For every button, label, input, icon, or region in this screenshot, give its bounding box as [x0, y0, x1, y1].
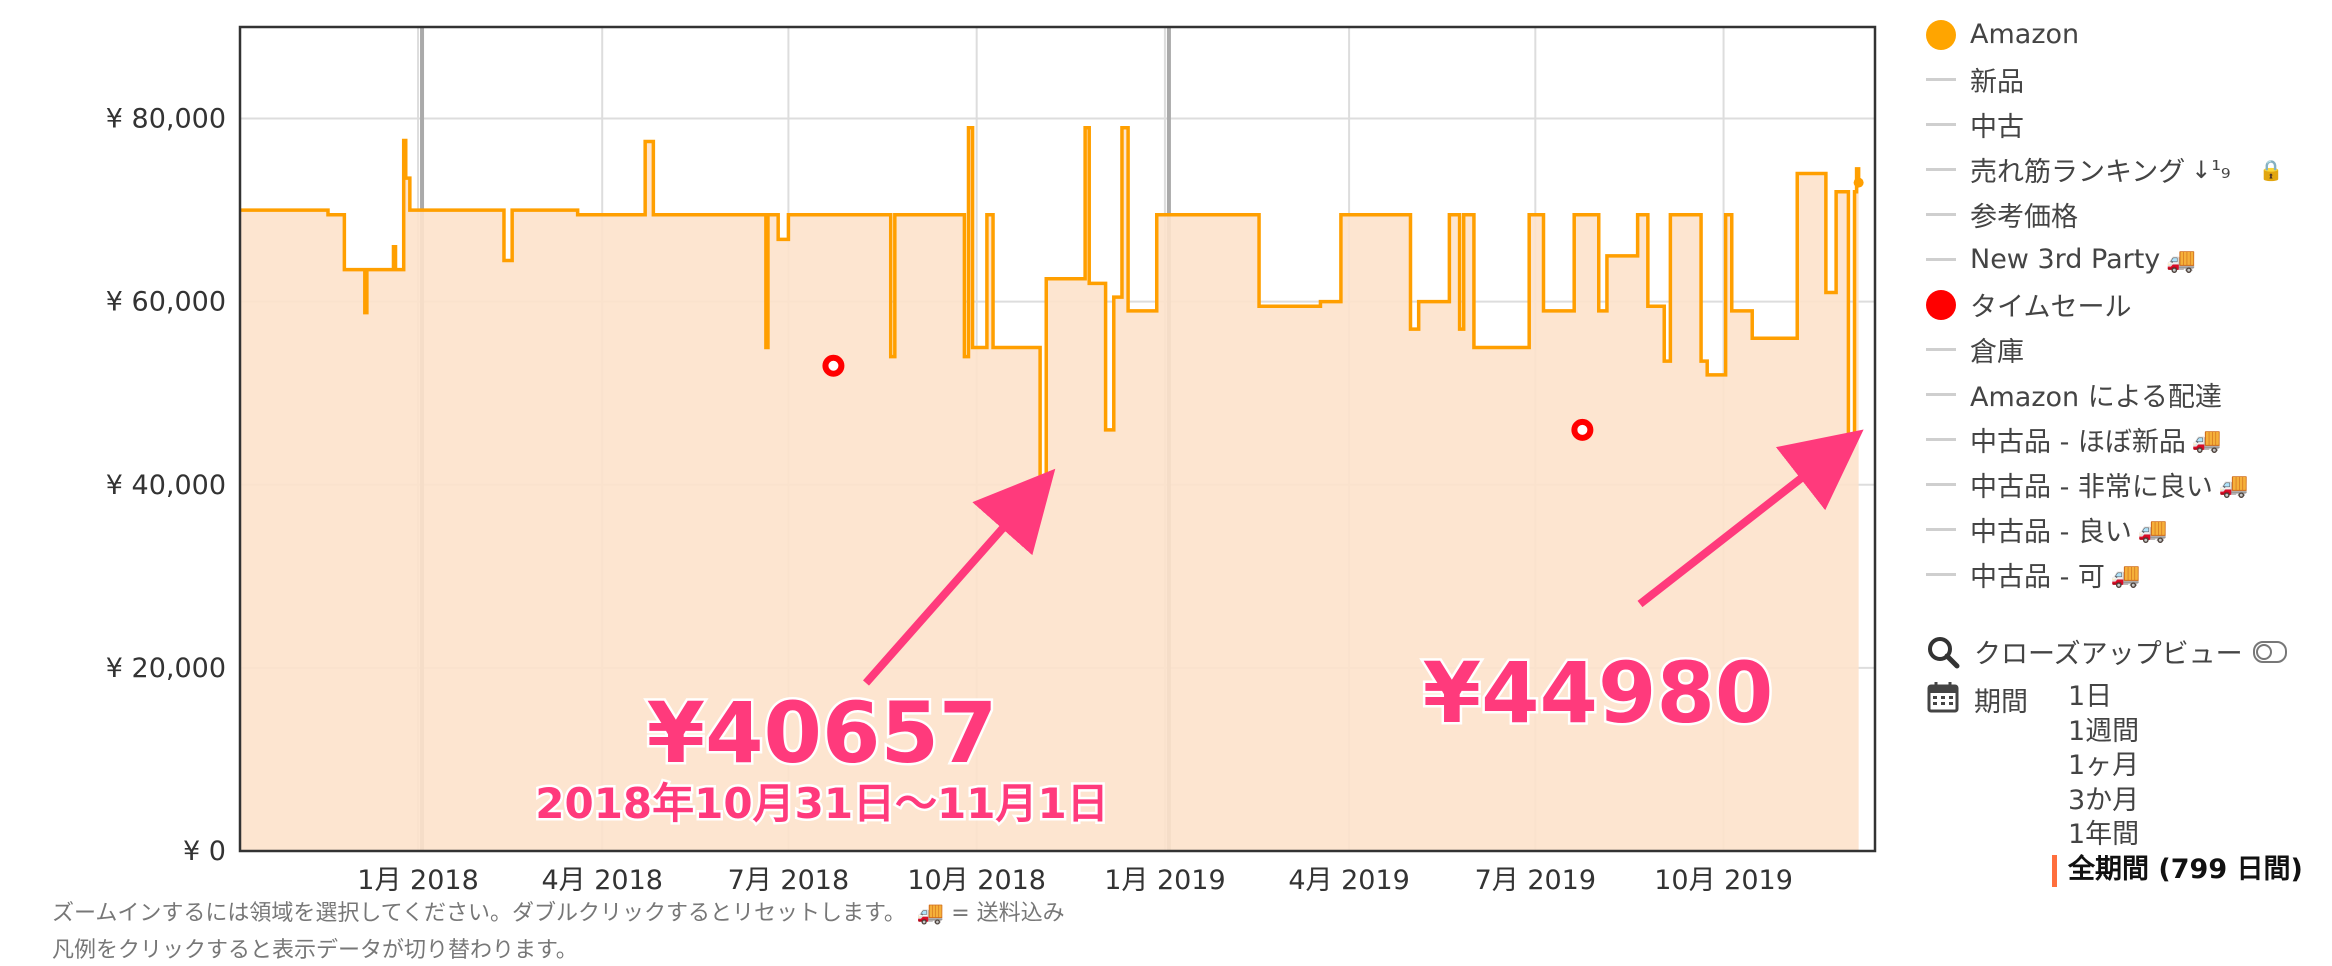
legend-dash-icon [1926, 470, 1956, 500]
search-icon [1928, 636, 1960, 668]
legend-label: 中古 [1970, 112, 2024, 143]
zoom-hint: ズームインするには領域を選択してください。ダブルクリックするとリセットします。 … [52, 901, 1065, 926]
legend-label: 中古品 - 良い [1970, 517, 2132, 548]
time-sale-point [822, 354, 845, 377]
annotation-date-range: 2018年10月31日〜11月1日 [535, 779, 1108, 828]
period-option[interactable]: 全期間 (799 日間) [2052, 853, 2303, 888]
toggle-switch[interactable] [2252, 640, 2287, 663]
legend-item[interactable]: 参考価格 [1926, 192, 2326, 237]
legend-item[interactable]: 売れ筋ランキング ↓¹₉ 🔒 [1926, 147, 2326, 192]
shipping-truck-icon: 🚚 [2218, 470, 2249, 499]
y-tick-label: ¥ 0 [183, 836, 226, 867]
legend: Amazon 新品 中古 売れ筋ランキング ↓¹₉ 🔒 参考価格 New 3rd Party 🚚… [1926, 12, 2326, 597]
legend-dash-icon [1926, 245, 1956, 275]
legend-label: 売れ筋ランキング [1970, 157, 2186, 188]
annotation-arrow [863, 468, 1056, 686]
annotation-arrow [1637, 429, 1864, 608]
legend-label: New 3rd Party [1970, 244, 2161, 275]
price-history-chart[interactable]: ¥ 0 ¥ 20,000 ¥ 40,000 ¥ 60,000 ¥ 80,000 1月 20… [0, 0, 1900, 966]
legend-dash-icon [1926, 560, 1956, 590]
legend-item[interactable]: 中古品 - 非常に良い 🚚 [1926, 462, 2326, 507]
legend-dash-icon [1926, 65, 1956, 95]
period-selector: 期間 1日 1週間 1ヶ月 3か月 1年間 全期間 (799 日間) [1926, 680, 2303, 887]
legend-item[interactable]: Amazon による配達 [1926, 372, 2326, 417]
legend-dash-icon [1926, 155, 1956, 185]
period-option[interactable]: 1週間 [2068, 715, 2140, 747]
time-sale-points [822, 354, 1594, 441]
period-option[interactable]: 1ヶ月 [2068, 750, 2140, 781]
period-label: 期間 [1974, 687, 2028, 718]
legend-item[interactable]: 中古品 - 良い 🚚 [1926, 507, 2326, 552]
shipping-truck-icon: 🚚 [2191, 425, 2222, 454]
calendar-icon [1927, 682, 1959, 713]
legend-label: 新品 [1970, 67, 2024, 98]
legend-item[interactable]: 倉庫 [1926, 327, 2326, 372]
price-line-layer [240, 125, 1864, 481]
y-tick-label: ¥ 40,000 [106, 470, 226, 501]
legend-dash-icon [1926, 425, 1956, 455]
plot-frame [238, 25, 1877, 853]
y-tick-label: ¥ 60,000 [106, 287, 226, 318]
shipping-truck-icon: 🚚 [2137, 515, 2168, 544]
sort-order-icon: ↓¹₉ [2191, 155, 2231, 184]
price-line [240, 125, 1861, 481]
legend-dash-icon [1926, 335, 1956, 365]
legend-label: 参考価格 [1970, 202, 2078, 233]
legend-dot-icon [1926, 289, 1956, 320]
y-tick-label: ¥ 20,000 [106, 653, 226, 684]
period-options: 1日 1週間 1ヶ月 3か月 1年間 全期間 (799 日間) [2052, 680, 2303, 888]
legend-dash-icon [1926, 515, 1956, 545]
x-tick-label: 7月 2019 [1475, 865, 1596, 896]
legend-dot-icon [1926, 19, 1956, 50]
time-sale-point [1571, 418, 1594, 441]
legend-label: Amazon による配達 [1970, 382, 2222, 413]
legend-item[interactable]: 中古 [1926, 102, 2326, 147]
axes: ¥ 0 ¥ 20,000 ¥ 40,000 ¥ 60,000 ¥ 80,000 1月 20… [106, 25, 1877, 896]
period-option[interactable]: 1日 [2068, 681, 2113, 712]
lock-icon: 🔒 [2258, 157, 2284, 182]
legend-label: 中古品 - ほぼ新品 [1970, 427, 2186, 458]
x-tick-label: 1月 2018 [357, 865, 478, 896]
legend-item[interactable]: 新品 [1926, 57, 2326, 102]
legend-label: Amazon [1970, 19, 2080, 50]
legend-item[interactable]: 中古品 - 可 🚚 [1926, 552, 2326, 597]
legend-label: 中古品 - 非常に良い [1970, 472, 2213, 503]
legend-item[interactable]: Amazon [1926, 12, 2326, 57]
legend-label: タイムセール [1970, 292, 2132, 323]
period-option[interactable]: 3か月 [2068, 784, 2140, 816]
legend-label: 中古品 - 可 [1970, 562, 2105, 593]
legend-item[interactable]: New 3rd Party 🚚 [1926, 237, 2326, 282]
x-tick-label: 10月 2018 [907, 865, 1046, 896]
legend-hint: 凡例をクリックすると表示データが切り替わります。 [52, 938, 578, 963]
y-tick-label: ¥ 80,000 [106, 104, 226, 135]
legend-label: 倉庫 [1970, 337, 2024, 368]
annotation-price-low-2018: ¥40657 [647, 684, 998, 782]
x-tick-label: 1月 2019 [1104, 865, 1225, 896]
x-tick-label: 7月 2018 [728, 865, 849, 896]
shipping-truck-icon: 🚚 [2166, 245, 2197, 274]
latest-price-point [1853, 177, 1864, 188]
legend-dash-icon [1926, 200, 1956, 230]
period-option[interactable]: 1年間 [2068, 819, 2140, 850]
legend-dash-icon [1926, 380, 1956, 410]
annotation-price-low-2019: ¥44980 [1423, 644, 1774, 742]
closeup-view-toggle[interactable]: クローズアップビュー [1926, 632, 2287, 671]
legend-dash-icon [1926, 110, 1956, 140]
legend-item[interactable]: タイムセール [1926, 282, 2326, 327]
x-tick-label: 4月 2019 [1288, 865, 1409, 896]
shipping-truck-icon: 🚚 [2110, 560, 2141, 589]
x-tick-label: 10月 2019 [1654, 865, 1793, 896]
legend-item[interactable]: 中古品 - ほぼ新品 🚚 [1926, 417, 2326, 462]
closeup-label: クローズアップビュー [1974, 639, 2243, 670]
x-tick-label: 4月 2018 [541, 865, 662, 896]
